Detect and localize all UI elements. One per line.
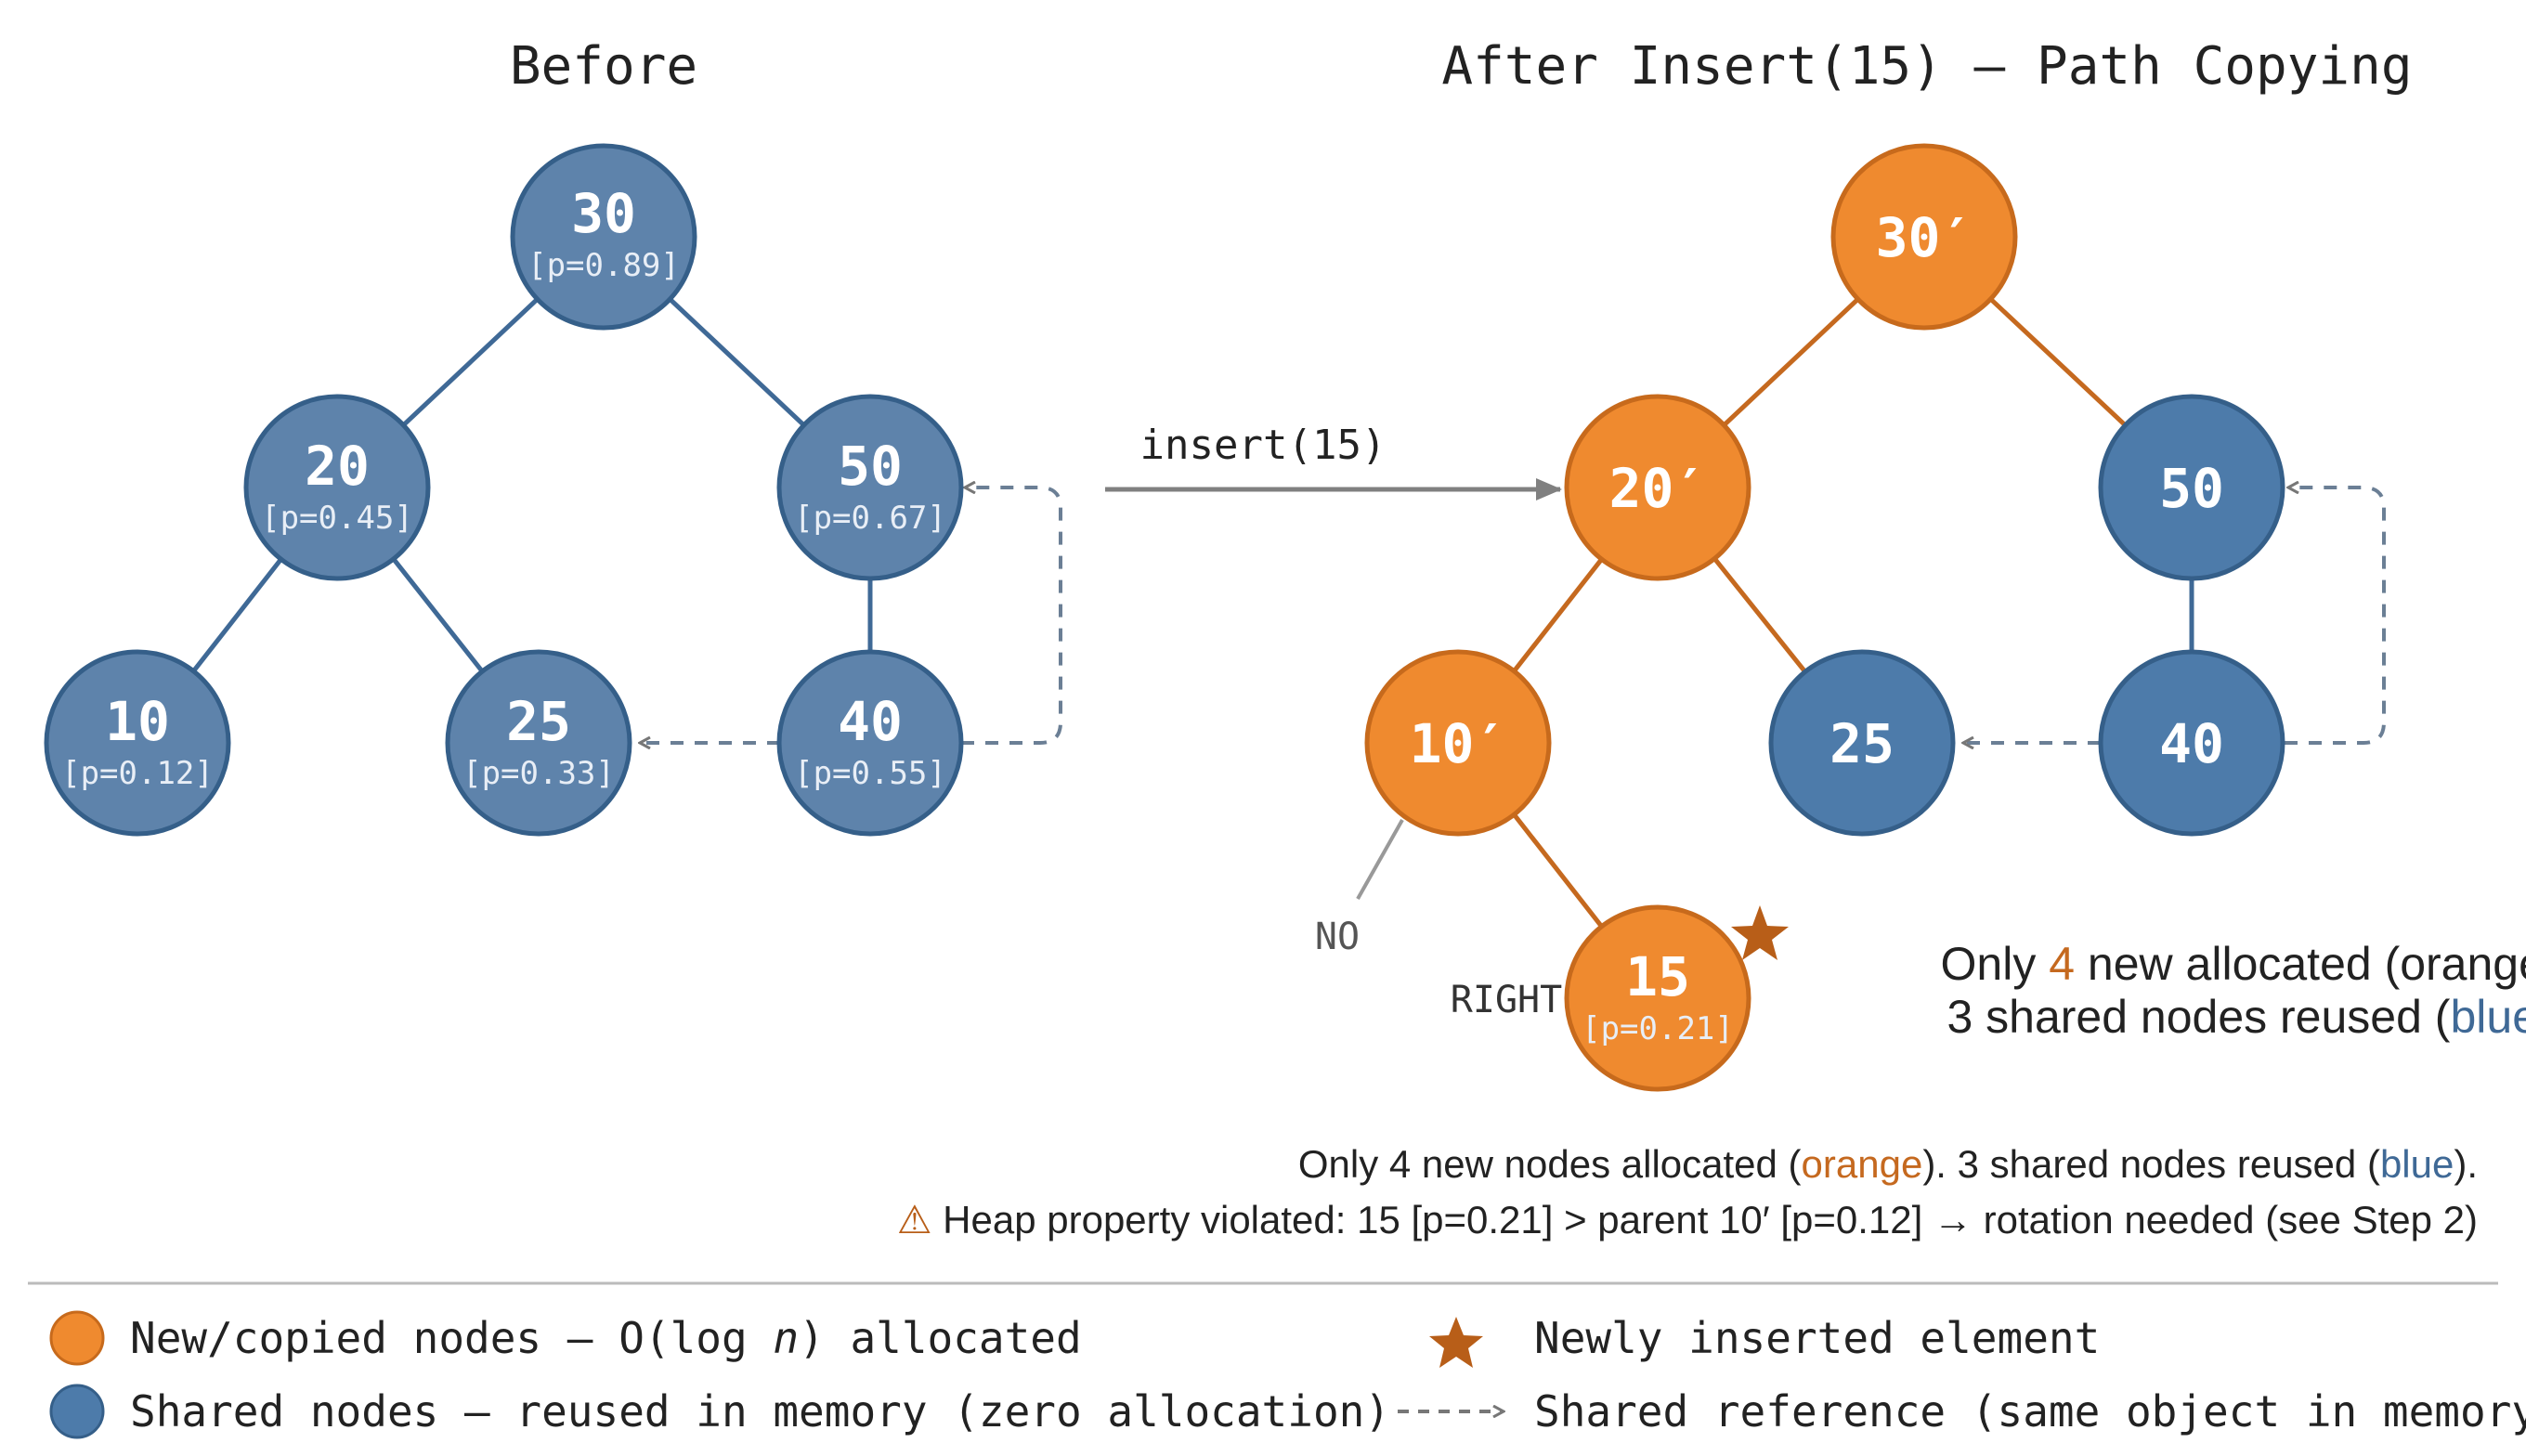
node-circle xyxy=(2098,649,2285,837)
node-circle xyxy=(2098,394,2285,581)
after-shared-refs xyxy=(1964,488,2386,745)
star-icon xyxy=(1429,1317,1483,1368)
node-value: 40 xyxy=(838,690,903,753)
node-circle xyxy=(1564,394,1751,581)
legend-shared-nodes-label: Shared nodes — reused in memory (zero al… xyxy=(130,1386,1390,1436)
node-value: 10 xyxy=(105,690,170,753)
legend: New/copied nodes — O(log n) allocated Sh… xyxy=(49,1310,2526,1439)
after-edges xyxy=(1356,235,2194,1000)
after-node-50-shared: 50 xyxy=(2098,394,2285,581)
side-note-line2: 3 shared nodes reused (blue). xyxy=(1947,991,2526,1043)
before-shared-refs xyxy=(641,488,1062,745)
node-value: 30 xyxy=(571,182,636,245)
orange-swatch-icon xyxy=(49,1310,105,1366)
legend-dashed: Shared reference (same object in memory) xyxy=(1398,1386,2526,1436)
node-priority: [p=0.89] xyxy=(527,247,680,284)
node-priority: [p=0.45] xyxy=(261,500,413,537)
after-title: After Insert(15) — Path Copying xyxy=(1441,36,2412,97)
legend-new-nodes: New/copied nodes — O(log n) allocated xyxy=(49,1310,1082,1366)
node-circle xyxy=(776,649,964,837)
node-circle xyxy=(1768,649,1956,837)
node-value: 40 xyxy=(2159,712,2224,775)
node-value: 25 xyxy=(1829,712,1894,775)
node-circle xyxy=(445,649,632,837)
node-circle xyxy=(1564,904,1751,1092)
before-title: Before xyxy=(510,36,697,97)
node-priority: [p=0.21] xyxy=(1582,1010,1734,1047)
after-side-note: Only 4 new allocated (orange). 3 shared … xyxy=(1941,938,2526,1043)
node-value: 50 xyxy=(2159,457,2224,520)
before-node-40: 40 [p=0.55] xyxy=(776,649,964,837)
heap-warning-note: ⚠ Heap property violated: 15 [p=0.21] > … xyxy=(897,1198,2478,1242)
legend-dashed-label: Shared reference (same object in memory) xyxy=(1534,1386,2526,1436)
allocation-note: Only 4 new nodes allocated (orange). 3 s… xyxy=(1298,1142,2478,1186)
before-node-50: 50 [p=0.67] xyxy=(776,394,964,581)
notes: Only 4 new nodes allocated (orange). 3 s… xyxy=(897,1142,2478,1242)
before-node-25: 25 [p=0.33] xyxy=(445,649,632,837)
before-node-20: 20 [p=0.45] xyxy=(243,394,431,581)
legend-shared-nodes: Shared nodes — reused in memory (zero al… xyxy=(49,1384,1390,1439)
legend-new-nodes-label: New/copied nodes — O(log n) allocated xyxy=(130,1313,1082,1363)
after-node-40-shared: 40 xyxy=(2098,649,2285,837)
node-priority: [p=0.12] xyxy=(61,755,214,792)
node-circle xyxy=(1830,143,2018,331)
warning-icon: ⚠ xyxy=(897,1198,932,1242)
node-priority: [p=0.67] xyxy=(794,500,946,537)
operation-label: insert(15) xyxy=(1140,422,1387,469)
node-circle xyxy=(776,394,964,581)
node-value: 15 xyxy=(1625,945,1690,1008)
node-value: 20 xyxy=(305,435,370,498)
edge-10p-no xyxy=(1356,819,1404,900)
node-value: 25 xyxy=(506,690,571,753)
edge-label-no: NO xyxy=(1315,916,1360,958)
node-circle xyxy=(510,143,697,331)
node-value: 10′ xyxy=(1410,712,1507,775)
before-node-10: 10 [p=0.12] xyxy=(44,649,231,837)
before-tree: 30 [p=0.89] 20 [p=0.45] 50 [p=0.67] 10 [… xyxy=(44,143,1062,837)
after-tree: 30′ 20′ 50 10′ 25 40 15 [p=0.21] NO xyxy=(1315,143,2526,1092)
blue-swatch-icon xyxy=(49,1384,105,1439)
node-value: 30′ xyxy=(1876,206,1973,269)
after-node-20-copy: 20′ xyxy=(1564,394,1751,581)
dashed-ref-40-to-50 xyxy=(2285,488,2386,745)
after-node-25-shared: 25 xyxy=(1768,649,1956,837)
after-node-30-copy: 30′ xyxy=(1830,143,2018,331)
node-circle xyxy=(1364,649,1552,837)
node-priority: [p=0.55] xyxy=(794,755,946,792)
after-node-10-copy: 10′ xyxy=(1364,649,1552,837)
node-circle xyxy=(243,394,431,581)
before-node-30: 30 [p=0.89] xyxy=(510,143,697,331)
dashed-ref-40-to-50 xyxy=(961,488,1062,745)
star-icon xyxy=(1731,905,1789,960)
node-value: 50 xyxy=(838,435,903,498)
after-node-15-new: 15 [p=0.21] xyxy=(1564,904,1751,1092)
node-priority: [p=0.33] xyxy=(462,755,615,792)
operation-arrow: insert(15) xyxy=(1105,422,1562,500)
legend-star-label: Newly inserted element xyxy=(1534,1313,2100,1363)
node-value: 20′ xyxy=(1609,457,1707,520)
legend-star: Newly inserted element xyxy=(1429,1313,2100,1368)
node-circle xyxy=(44,649,231,837)
edge-label-right: RIGHT xyxy=(1451,979,1562,1021)
side-note-line1: Only 4 new allocated (orange). xyxy=(1941,938,2526,990)
